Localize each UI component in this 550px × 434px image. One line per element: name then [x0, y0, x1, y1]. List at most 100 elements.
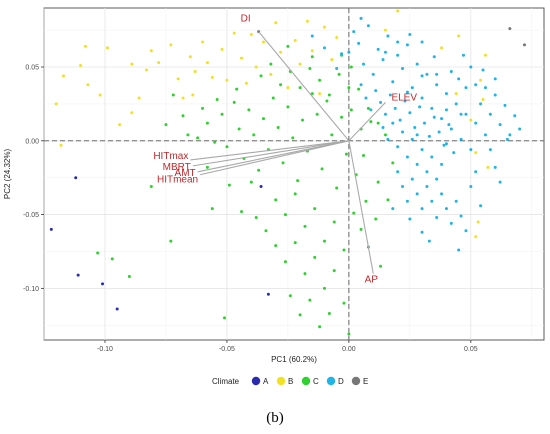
- data-point-d: [503, 103, 507, 107]
- data-point-d: [444, 207, 448, 211]
- loading-label-hitmax: HITmax: [153, 151, 188, 162]
- x-tick-label: -0.05: [219, 346, 235, 353]
- data-point-b: [322, 25, 326, 29]
- data-point-d: [379, 100, 383, 104]
- data-point-b: [269, 72, 273, 76]
- data-point-c: [293, 241, 297, 245]
- data-point-d: [474, 121, 478, 125]
- data-point-b: [118, 123, 122, 127]
- data-point-b: [481, 97, 485, 101]
- data-point-c: [342, 248, 346, 252]
- data-point-c: [247, 108, 251, 112]
- data-point-b: [469, 118, 473, 122]
- data-point-d: [415, 62, 419, 66]
- data-point-d: [454, 102, 458, 106]
- data-point-c: [227, 183, 231, 187]
- data-point-c: [169, 239, 173, 243]
- data-point-c: [308, 298, 312, 302]
- data-point-c: [320, 167, 324, 171]
- data-point-c: [391, 161, 395, 165]
- data-point-d: [420, 40, 424, 44]
- legend-title: Climate: [212, 377, 240, 386]
- x-tick-label: -0.10: [97, 346, 113, 353]
- data-point-d: [376, 47, 380, 51]
- data-point-d: [420, 230, 424, 234]
- data-point-b: [59, 143, 63, 147]
- data-point-d: [374, 89, 378, 93]
- data-point-b: [330, 58, 334, 62]
- data-point-b: [157, 61, 161, 65]
- data-point-b: [188, 55, 192, 59]
- data-point-b: [479, 78, 483, 82]
- data-point-d: [440, 192, 444, 196]
- data-point-b: [244, 81, 248, 85]
- data-point-d: [474, 83, 478, 87]
- data-point-d: [432, 55, 436, 59]
- score-points: [49, 9, 526, 336]
- data-point-c: [376, 180, 380, 184]
- data-point-c: [286, 44, 290, 48]
- loading-label-elev: ELEV: [391, 92, 417, 103]
- data-point-c: [357, 87, 361, 91]
- data-point-b: [240, 56, 244, 60]
- data-point-c: [374, 217, 378, 221]
- loading-arrow-amt: [197, 140, 349, 173]
- data-point-a: [259, 185, 263, 189]
- data-point-b: [149, 49, 153, 53]
- data-point-d: [483, 86, 487, 90]
- data-point-b: [249, 33, 253, 37]
- data-point-d: [340, 52, 344, 56]
- data-point-d: [322, 46, 326, 50]
- data-point-c: [254, 216, 258, 220]
- data-point-d: [383, 112, 387, 116]
- data-point-d: [410, 86, 414, 90]
- axis-ticks: -0.10 -0.05 0.00 0.05 0.05 0.00 -0.05 -0.10: [23, 65, 478, 353]
- data-point-d: [347, 50, 351, 54]
- data-point-c: [352, 211, 356, 215]
- data-point-b: [62, 74, 66, 78]
- data-point-d: [362, 62, 366, 66]
- data-point-c: [335, 186, 339, 190]
- data-point-b: [396, 9, 400, 13]
- data-point-a: [101, 282, 105, 286]
- data-point-d: [505, 137, 509, 141]
- data-point-d: [440, 162, 444, 166]
- data-point-d: [408, 217, 412, 221]
- loading-label-mbrt: MBRT: [163, 162, 191, 173]
- data-point-c: [127, 275, 131, 279]
- data-point-c: [322, 239, 326, 243]
- data-point-b: [201, 40, 205, 44]
- data-point-d: [430, 199, 434, 203]
- data-point-b: [476, 220, 480, 224]
- data-point-c: [318, 78, 322, 82]
- plot-panel: [43, 7, 545, 341]
- loading-arrow-di: [258, 31, 350, 142]
- data-point-b: [483, 53, 487, 57]
- data-point-c: [330, 133, 334, 137]
- loading-label-amt: AMT: [175, 168, 196, 179]
- data-point-d: [483, 133, 487, 137]
- data-point-d: [403, 99, 407, 103]
- data-point-c: [340, 115, 344, 119]
- data-point-c: [220, 112, 224, 116]
- data-point-d: [493, 77, 497, 81]
- data-point-d: [418, 105, 422, 109]
- data-point-c: [296, 179, 300, 183]
- data-point-d: [444, 142, 448, 146]
- data-point-d: [396, 145, 400, 149]
- data-point-d: [408, 33, 412, 37]
- data-point-a: [266, 292, 270, 296]
- data-point-b: [440, 46, 444, 50]
- data-point-b: [105, 46, 109, 50]
- data-point-b: [220, 47, 224, 51]
- data-point-c: [310, 92, 314, 96]
- data-point-d: [493, 165, 497, 169]
- data-point-d: [479, 102, 483, 106]
- data-point-a: [74, 176, 78, 180]
- data-point-c: [264, 229, 268, 233]
- data-point-b: [335, 36, 339, 40]
- data-point-d: [459, 112, 463, 116]
- data-point-c: [288, 294, 292, 298]
- data-point-b: [254, 65, 258, 69]
